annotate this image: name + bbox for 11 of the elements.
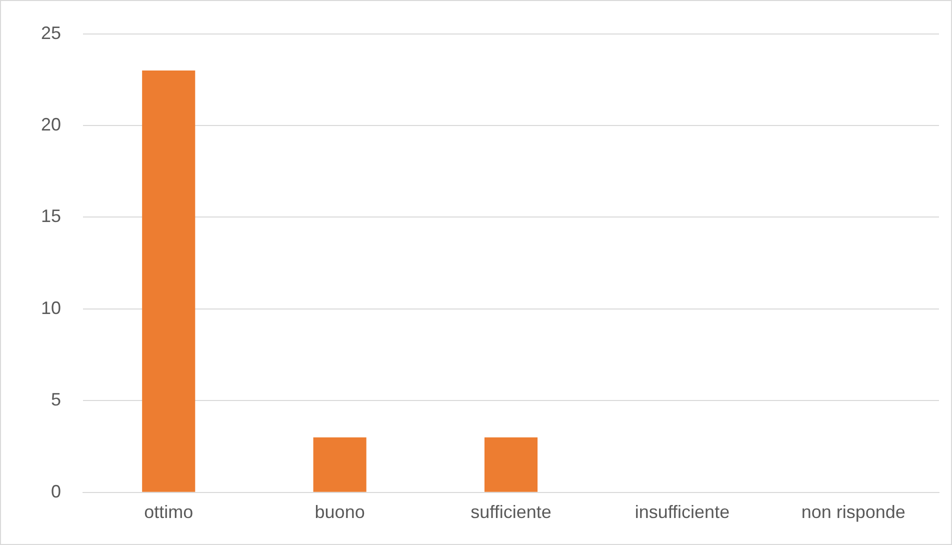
x-tick-label: buono [314, 502, 365, 522]
y-tick-label: 10 [40, 298, 62, 318]
x-tick-label: ottimo [144, 502, 194, 522]
y-tick-label: 20 [40, 114, 62, 134]
x-tick-label: insufficiente [634, 502, 730, 522]
y-tick-label: 15 [40, 206, 62, 226]
x-tick-label: sufficiente [470, 502, 552, 522]
y-tick-label: 0 [51, 481, 62, 502]
y-tick-label: 25 [40, 22, 62, 43]
x-tick-label: non risponde [801, 502, 906, 522]
y-tick-label: 5 [51, 390, 62, 410]
